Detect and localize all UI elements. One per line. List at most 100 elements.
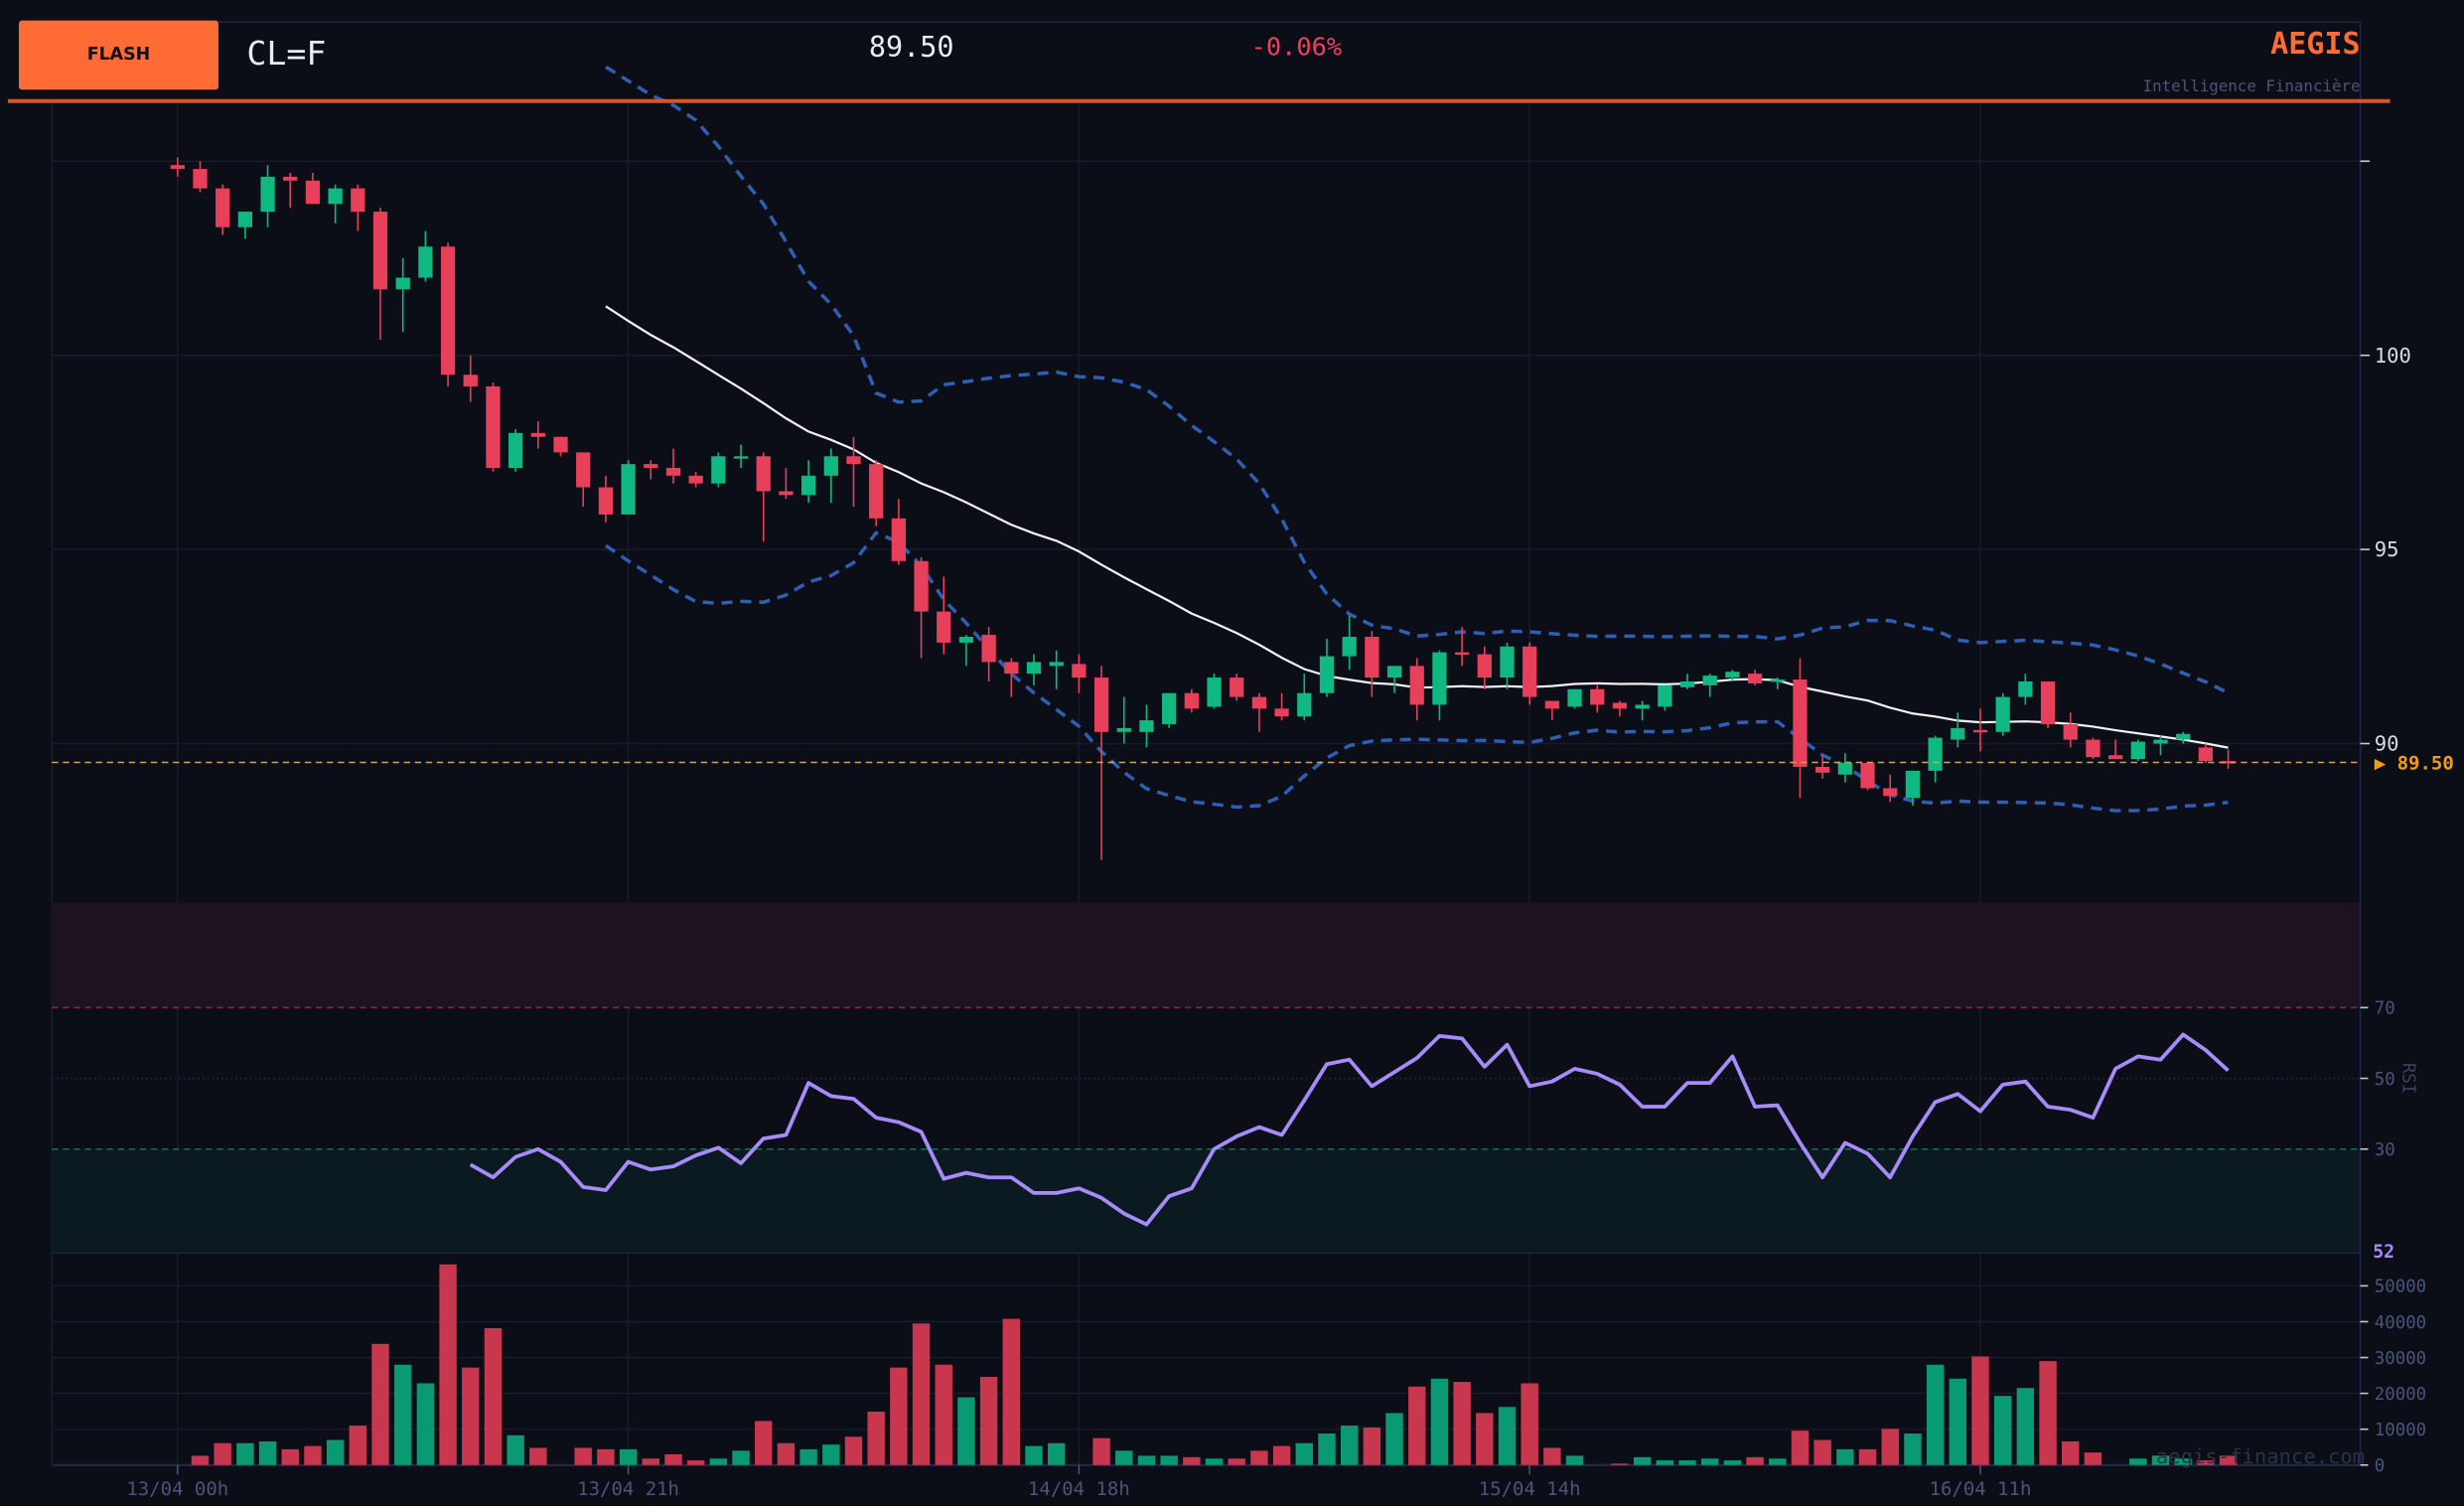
volume-bar xyxy=(957,1397,975,1465)
candle-up xyxy=(823,456,838,476)
candle-up xyxy=(508,432,523,469)
volume-bar xyxy=(1746,1456,1764,1465)
candle-down xyxy=(440,246,456,376)
volume-bar xyxy=(1926,1364,1945,1465)
candle-down xyxy=(463,375,478,386)
volume-tick-label: 30000 xyxy=(2375,1349,2426,1369)
rsi-line xyxy=(469,1032,2230,1227)
candle-down xyxy=(2221,761,2236,764)
candle-up xyxy=(1207,678,1222,707)
flash-badge-label: FLASH xyxy=(87,45,151,65)
candle-up xyxy=(418,246,433,278)
candle-down xyxy=(1883,788,1898,797)
volume-bar xyxy=(1769,1458,1787,1465)
volume-bar xyxy=(799,1448,817,1465)
volume-bar xyxy=(1183,1456,1201,1465)
volume-bar xyxy=(2062,1440,2080,1465)
volume-bar xyxy=(979,1377,998,1465)
volume-bar xyxy=(1949,1378,1966,1465)
volume-bar xyxy=(1002,1318,1021,1465)
candle-up xyxy=(1049,662,1064,667)
volume-bar xyxy=(822,1444,840,1465)
volume-bar xyxy=(2197,1460,2215,1465)
time-tick-label: 14/04 18h xyxy=(1028,1478,1130,1500)
candle-down xyxy=(1522,646,1537,697)
candle-up xyxy=(1139,720,1154,732)
volume-bar xyxy=(2084,1452,2102,1465)
candle-down xyxy=(869,464,884,519)
volume-tick-label: 40000 xyxy=(2375,1313,2426,1333)
volume-bar xyxy=(574,1447,592,1465)
candle-down xyxy=(1544,700,1559,709)
candle-down xyxy=(283,176,298,181)
current-price: 89.50 xyxy=(869,31,954,64)
volume-bar xyxy=(686,1460,705,1465)
candle-down xyxy=(1365,637,1379,678)
flash-badge[interactable] xyxy=(18,20,218,90)
candle-down xyxy=(351,188,365,213)
volume-bar xyxy=(1340,1426,1359,1465)
candle-down xyxy=(553,436,568,453)
candle-down xyxy=(598,487,614,515)
candle-down xyxy=(1815,766,1830,773)
volume-bar xyxy=(1723,1460,1742,1465)
candle-down xyxy=(530,432,545,437)
header-accent-line xyxy=(7,98,2391,103)
volume-bar xyxy=(619,1448,638,1465)
volume-bar xyxy=(439,1264,457,1465)
volume-bar xyxy=(236,1442,254,1465)
candle-down xyxy=(1477,654,1492,678)
volume-bar xyxy=(664,1453,682,1465)
volume-bar xyxy=(1318,1433,1336,1465)
bollinger-lower-band xyxy=(604,530,2229,813)
volume-bar xyxy=(1228,1458,1245,1465)
candle-up xyxy=(1658,684,1672,707)
volume-bar xyxy=(1295,1442,1313,1465)
candle-down xyxy=(2063,723,2078,740)
candle-up xyxy=(1702,676,1717,685)
candle-up xyxy=(1567,688,1582,707)
volume-bar xyxy=(2129,1458,2147,1465)
volume-bar xyxy=(1611,1463,1629,1465)
candle-down xyxy=(914,560,929,612)
candle-up xyxy=(1995,696,2010,732)
volume-bar xyxy=(1881,1429,1899,1465)
volume-bar xyxy=(1047,1442,1066,1465)
symbol: CL=F xyxy=(246,34,326,73)
volume-bar xyxy=(642,1458,659,1465)
price-tick-label: 100 xyxy=(2375,344,2411,368)
candle-down xyxy=(981,635,996,663)
volume-bar xyxy=(304,1445,322,1465)
candle-down xyxy=(688,475,703,484)
volume-bar xyxy=(1205,1458,1224,1465)
candle-down xyxy=(486,385,501,469)
volume-bar xyxy=(844,1436,863,1465)
volume-bar xyxy=(1453,1382,1471,1465)
volume-bar xyxy=(709,1458,728,1465)
axis-labels: 90 95 100 30 50 70 RSI 52 0 10000 20000 30000 40000 5… xyxy=(126,160,2426,1500)
candle-up xyxy=(1905,770,1921,799)
volume-bar xyxy=(507,1434,524,1465)
volume-bar xyxy=(1363,1427,1381,1465)
candle-down xyxy=(1972,729,1988,733)
candle-up xyxy=(1635,704,1650,709)
volume-bar xyxy=(371,1343,389,1465)
volume-bar xyxy=(1521,1383,1538,1465)
volume-bar xyxy=(484,1327,503,1465)
candle-up xyxy=(395,277,410,290)
candle-up xyxy=(1297,692,1312,717)
volume-bar xyxy=(1160,1455,1178,1465)
volume-bar xyxy=(1904,1433,1922,1465)
candle-up xyxy=(1432,652,1447,705)
watermark: aegis-finance.com xyxy=(2156,1444,2365,1468)
candle-up xyxy=(2018,680,2033,697)
candle-down xyxy=(1612,702,1628,709)
volume-bar xyxy=(1813,1439,1831,1465)
candle-up xyxy=(328,188,343,205)
candle-down xyxy=(1454,652,1470,656)
candle-down xyxy=(1793,679,1808,767)
candle-down xyxy=(1230,678,1244,697)
candle-up xyxy=(1951,727,1965,740)
candle-up xyxy=(1837,763,1852,775)
